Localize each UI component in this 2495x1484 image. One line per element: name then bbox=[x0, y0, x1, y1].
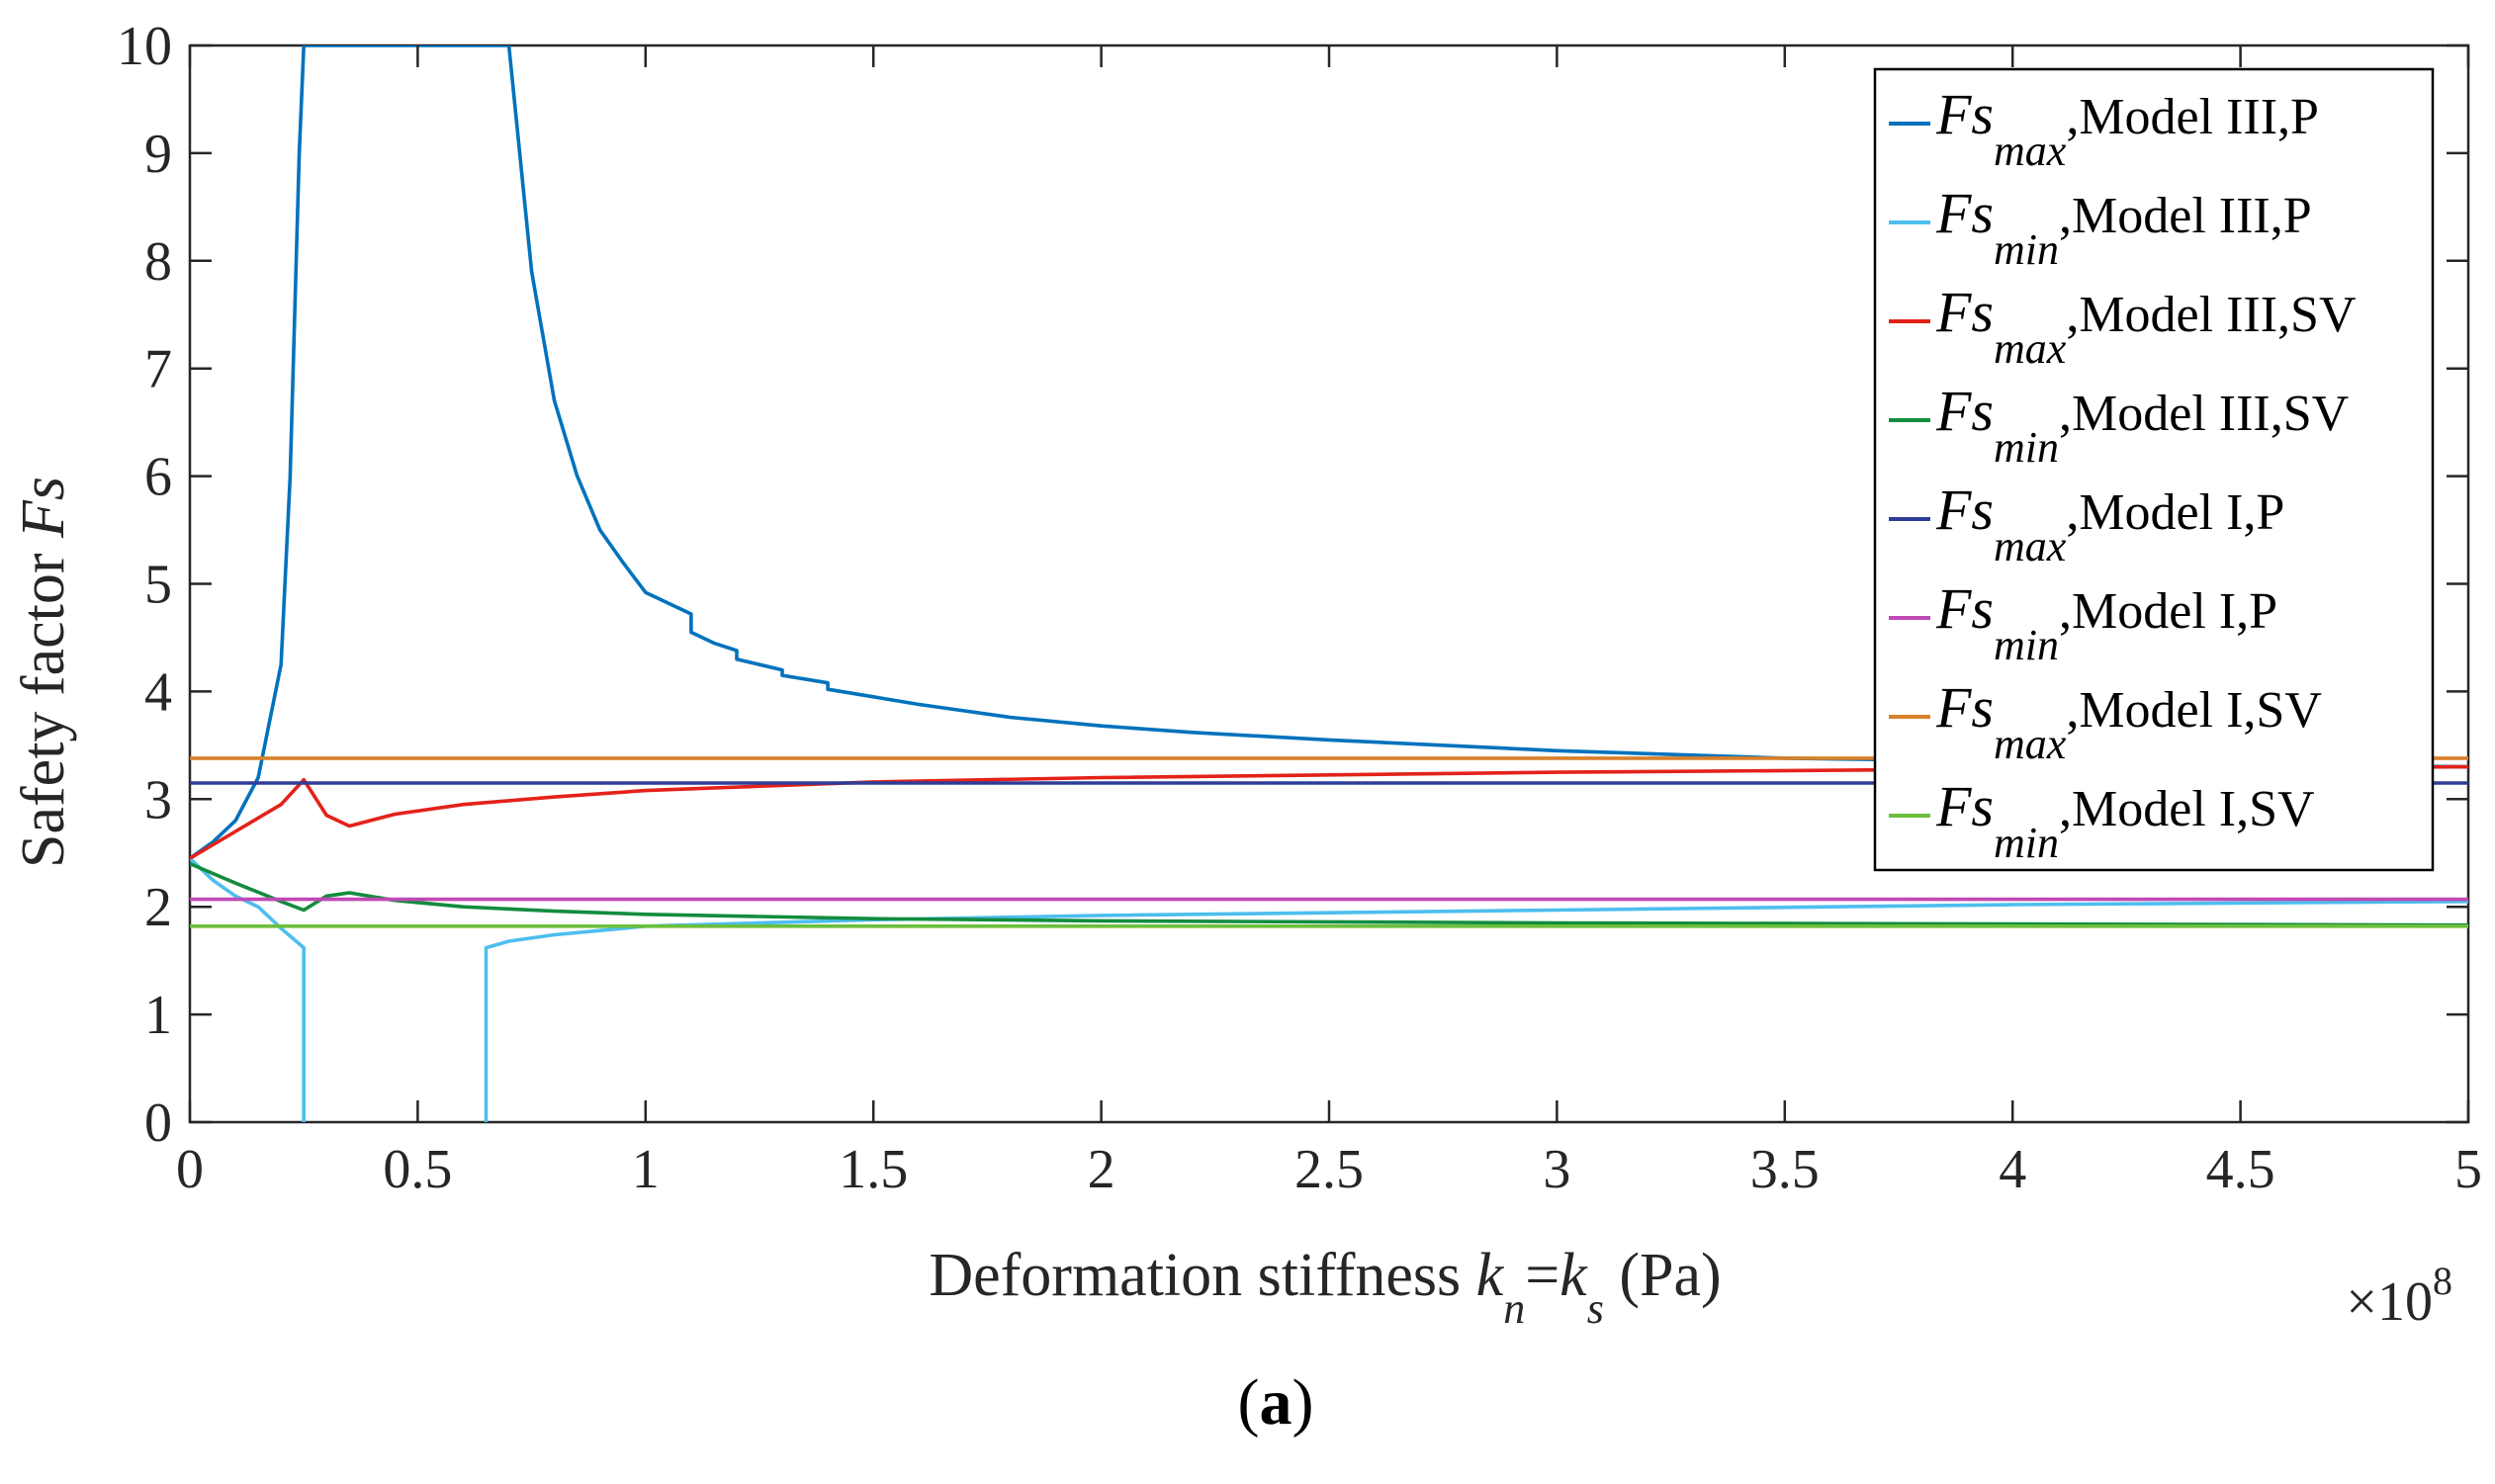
y-tick-label: 1 bbox=[144, 985, 172, 1046]
legend-entry: Fsmax,Model III,P bbox=[1889, 82, 2319, 175]
legend-label: Fsmax,Model I,P bbox=[1935, 478, 2284, 570]
x-exponent-label: ×108 bbox=[2346, 1259, 2452, 1333]
y-tick-label: 9 bbox=[144, 124, 172, 185]
legend-label: Fsmin,Model I,SV bbox=[1935, 774, 2315, 867]
y-tick-label: 3 bbox=[144, 769, 172, 830]
panel-label-letter: a bbox=[1260, 1366, 1292, 1439]
legend-var: Fs bbox=[1935, 379, 1994, 443]
x-tick-label: 2.5 bbox=[1294, 1139, 1364, 1200]
series-line-3 bbox=[190, 764, 2468, 860]
legend-rest: ,Model III,P bbox=[2066, 89, 2319, 145]
legend-rest: ,Model I,SV bbox=[2059, 781, 2315, 837]
y-axis-label-variable: Fs bbox=[10, 477, 77, 539]
legend-sub: max bbox=[1994, 522, 2067, 570]
legend-var: Fs bbox=[1935, 774, 1994, 838]
x-axis-label-eq: = bbox=[1525, 1242, 1559, 1309]
legend-entry: Fsmax,Model I,P bbox=[1889, 478, 2284, 570]
legend-sub: max bbox=[1994, 324, 2067, 373]
x-axis-label-sub1: n bbox=[1503, 1284, 1525, 1333]
legend-sub: min bbox=[1994, 225, 2059, 274]
x-tick-label: 3.5 bbox=[1750, 1139, 1820, 1200]
legend-rest: ,Model I,SV bbox=[2066, 682, 2322, 739]
legend-label: Fsmin,Model III,SV bbox=[1935, 379, 2349, 472]
legend-label: Fsmax,Model III,P bbox=[1935, 82, 2319, 175]
x-axis-label-sub2: s bbox=[1587, 1284, 1604, 1333]
legend-label: Fsmin,Model I,P bbox=[1935, 576, 2277, 669]
x-tick-label: 1 bbox=[632, 1139, 660, 1200]
legend-var: Fs bbox=[1935, 675, 1994, 740]
x-tick-label: 1.5 bbox=[839, 1139, 908, 1200]
x-axis-label-k1: k bbox=[1476, 1242, 1505, 1309]
legend-var: Fs bbox=[1935, 576, 1994, 641]
legend-entry: Fsmin,Model I,P bbox=[1889, 576, 2277, 669]
legend-label: Fsmax,Model III,SV bbox=[1935, 280, 2357, 373]
legend-entry: Fsmin,Model I,SV bbox=[1889, 774, 2315, 867]
x-tick-label: 0.5 bbox=[383, 1139, 452, 1200]
legend-rest: ,Model I,P bbox=[2066, 484, 2284, 541]
legend-entry: Fsmax,Model I,SV bbox=[1889, 675, 2322, 768]
y-tick-label: 2 bbox=[144, 877, 172, 938]
y-tick-label: 5 bbox=[144, 555, 172, 616]
x-axis-label: Deformation stiffness kn=ks (Pa) bbox=[929, 1242, 1721, 1333]
legend-box bbox=[1873, 67, 2435, 872]
panel-label-close: ) bbox=[1292, 1366, 1314, 1439]
x-axis-label-k2: k bbox=[1559, 1242, 1588, 1309]
x-tick-label: 4 bbox=[1999, 1139, 2026, 1200]
legend-entry: Fsmin,Model III,P bbox=[1889, 181, 2312, 274]
x-axis-label-unit: (Pa) bbox=[1604, 1242, 1722, 1309]
ticks-layer: 0 0.5 1 1.5 2 2.5 3 3.5 4 4.5 5 0 1 2 3 4 5 6 7 8 9 10 bbox=[117, 16, 2482, 1200]
y-tick-label: 7 bbox=[144, 339, 172, 400]
x-tick-label: 2 bbox=[1088, 1139, 1115, 1200]
legend-rest: ,Model III,P bbox=[2059, 188, 2312, 244]
legend-rest: ,Model I,P bbox=[2059, 583, 2277, 640]
x-tick-label: 0 bbox=[176, 1139, 204, 1200]
y-axis-label: Safety factor Fs bbox=[10, 477, 77, 868]
x-axis-label-text: Deformation stiffness bbox=[929, 1242, 1475, 1309]
y-tick-label: 4 bbox=[144, 661, 172, 723]
y-tick-label: 8 bbox=[144, 231, 172, 293]
legend-entry: Fsmin,Model III,SV bbox=[1889, 379, 2349, 472]
x-exponent-times: ×10 bbox=[2346, 1271, 2433, 1333]
legend-sub: min bbox=[1994, 819, 2059, 867]
x-exponent-power: 8 bbox=[2433, 1259, 2452, 1303]
series-line-1 bbox=[190, 45, 2468, 860]
y-axis-label-text: Safety factor bbox=[10, 538, 77, 868]
series-line-4 bbox=[190, 861, 2468, 927]
legend-var: Fs bbox=[1935, 280, 1994, 344]
y-tick-label: 6 bbox=[144, 447, 172, 508]
panel-label-open: ( bbox=[1238, 1366, 1260, 1439]
legend-var: Fs bbox=[1935, 181, 1994, 245]
legend-rest: ,Model III,SV bbox=[2066, 287, 2356, 343]
legend-entry: Fsmax,Model III,SV bbox=[1889, 280, 2357, 373]
legend-label: Fsmin,Model III,P bbox=[1935, 181, 2312, 274]
x-tick-label: 4.5 bbox=[2206, 1139, 2275, 1200]
legend-sub: min bbox=[1994, 423, 2059, 472]
legend-sub: min bbox=[1994, 621, 2059, 669]
y-tick-label: 0 bbox=[144, 1092, 172, 1154]
legend-rest: ,Model III,SV bbox=[2059, 386, 2349, 442]
panel-label: (a) bbox=[1238, 1366, 1314, 1439]
legend-var: Fs bbox=[1935, 478, 1994, 542]
y-tick-label: 10 bbox=[117, 16, 172, 77]
legend-label: Fsmax,Model I,SV bbox=[1935, 675, 2322, 768]
x-tick-label: 3 bbox=[1543, 1139, 1570, 1200]
legend-sub: max bbox=[1994, 720, 2067, 768]
legend-var: Fs bbox=[1935, 82, 1994, 146]
x-tick-label: 5 bbox=[2454, 1139, 2482, 1200]
legend-sub: max bbox=[1994, 127, 2067, 175]
